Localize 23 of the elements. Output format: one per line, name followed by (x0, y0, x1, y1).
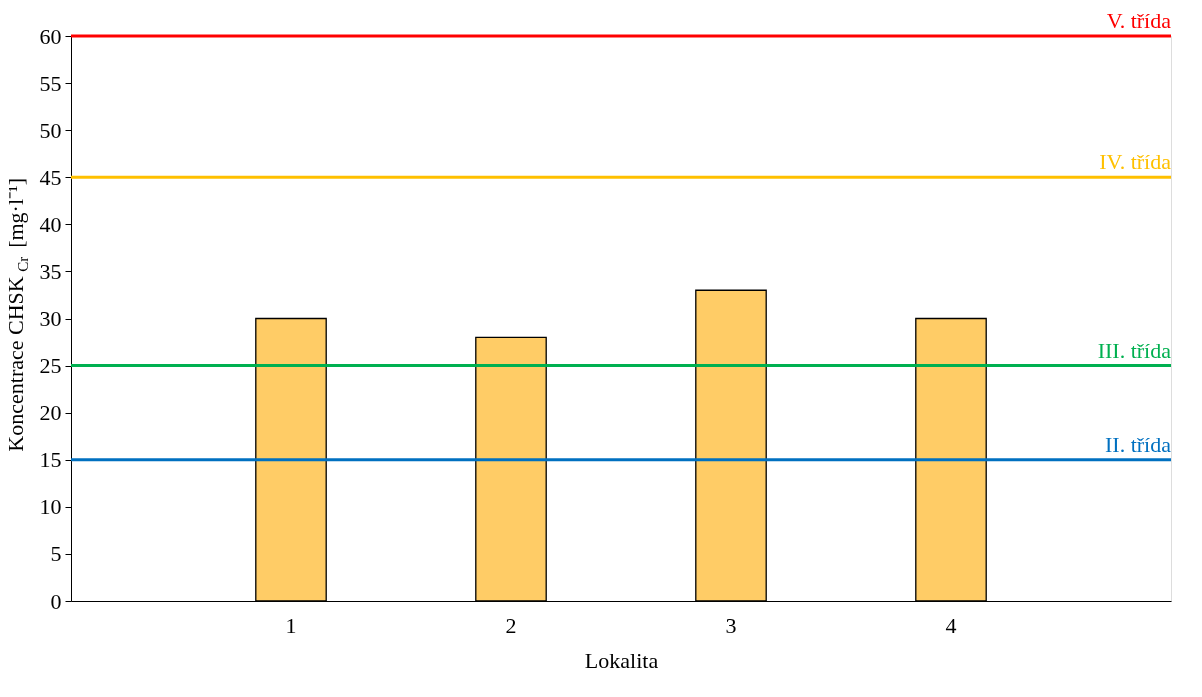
x-tick-label: 1 (285, 612, 297, 638)
x-tick-label: 2 (505, 612, 517, 638)
y-tick-label: 50 (39, 117, 62, 143)
ref-line-label: IV. třída (1099, 149, 1172, 175)
y-tick-label: 45 (39, 164, 62, 190)
ref-line-label: III. třída (1097, 337, 1172, 363)
y-tick-label: 25 (39, 353, 62, 379)
ref-line-label: II. třída (1105, 431, 1172, 457)
y-tick-label: 30 (39, 306, 62, 331)
x-tick-label: 4 (945, 612, 957, 638)
y-tick-label: 60 (39, 23, 62, 49)
y-axis-title: Koncentrace CHSKCr [mg·l⁻¹] (3, 178, 31, 452)
y-tick-label: 40 (39, 211, 62, 237)
y-tick-label: 15 (39, 447, 62, 473)
x-tick-label: 3 (725, 612, 737, 638)
ref-line-label: V. třída (1106, 8, 1172, 33)
y-tick-label: 20 (39, 400, 62, 426)
y-tick-label: 0 (50, 588, 62, 614)
y-tick-label: 55 (39, 70, 62, 96)
x-axis-title: Lokalita (584, 647, 659, 673)
y-tick-label: 35 (39, 258, 62, 284)
y-tick-label: 5 (50, 541, 62, 567)
y-tick-label: 10 (39, 494, 62, 520)
